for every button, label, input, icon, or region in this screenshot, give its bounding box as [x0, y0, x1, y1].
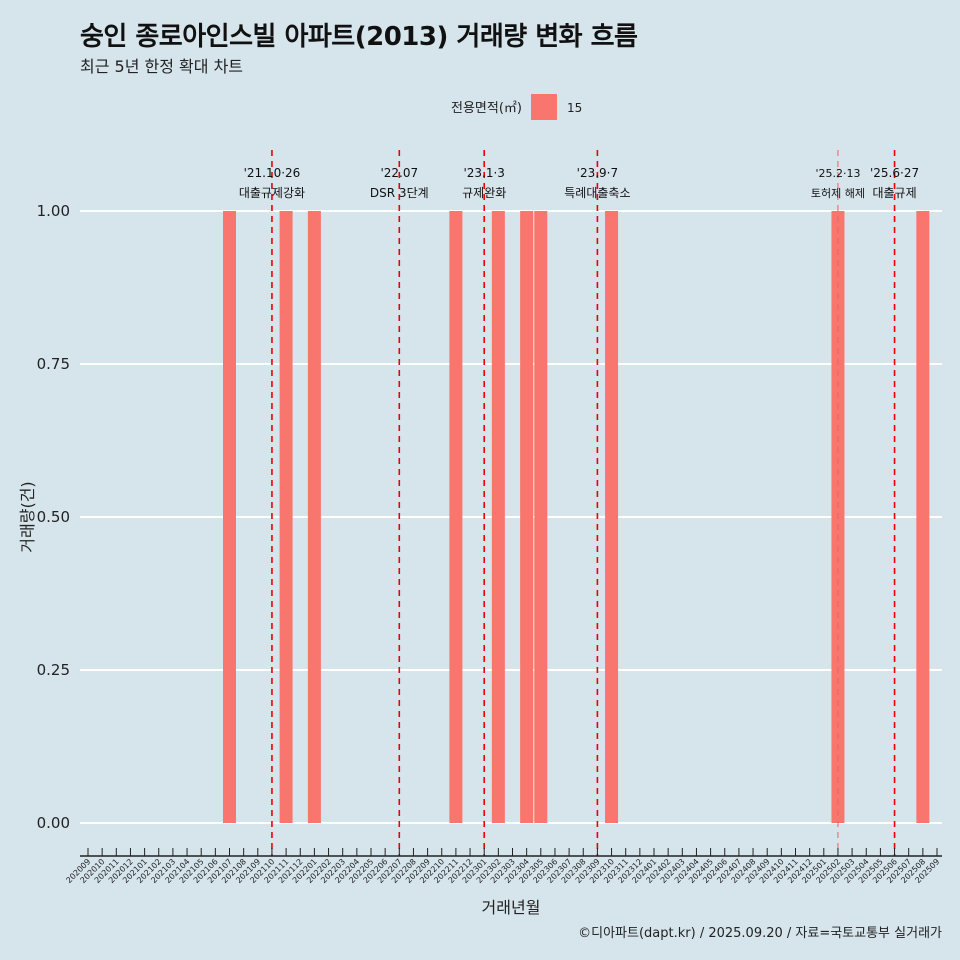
- y-tick-label: 0.50: [37, 508, 70, 526]
- bar: [491, 211, 505, 823]
- y-tick-label: 0.75: [37, 355, 70, 373]
- bar: [449, 211, 463, 823]
- bar: [307, 211, 321, 823]
- event-name-label: 규제완화: [462, 186, 506, 200]
- event-date-label: '23.9·7: [577, 166, 618, 180]
- event-name-label: 대출규제강화: [239, 186, 305, 200]
- event-date-label: '22.07: [380, 166, 418, 180]
- chart-title: 숭인 종로아인스빌 아파트(2013) 거래량 변화 흐름: [80, 22, 638, 52]
- event-name-label: 토허제 해제: [811, 186, 865, 200]
- event-name-label: 특례대출축소: [564, 186, 630, 200]
- event-name-label: DSR 3단계: [370, 186, 429, 200]
- event-date-label: '21.10·26: [244, 166, 301, 180]
- x-axis-title: 거래년월: [482, 898, 541, 917]
- bar: [916, 211, 930, 823]
- bar: [279, 211, 293, 823]
- chart-subtitle: 최근 5년 한정 확대 차트: [80, 57, 244, 76]
- bar: [605, 211, 619, 823]
- event-name-label: 대출규제: [872, 186, 916, 200]
- y-axis-title: 거래량(건): [18, 481, 37, 552]
- event-date-label: '25.6·27: [870, 166, 919, 180]
- event-date-label: '23.1·3: [463, 166, 504, 180]
- y-tick-label: 0.00: [37, 814, 70, 832]
- legend-title: 전용면적(㎡): [451, 101, 522, 116]
- source-caption: ©디아파트(dapt.kr) / 2025.09.20 / 자료=국토교통부 실…: [578, 926, 942, 941]
- bar: [520, 211, 534, 823]
- legend-label: 15: [567, 101, 582, 115]
- bar: [534, 211, 548, 823]
- event-date-label: '25.2·13: [815, 167, 860, 180]
- bar: [223, 211, 236, 823]
- y-tick-label: 0.25: [37, 661, 70, 679]
- y-tick-label: 1.00: [37, 202, 70, 220]
- legend-swatch: [531, 94, 557, 120]
